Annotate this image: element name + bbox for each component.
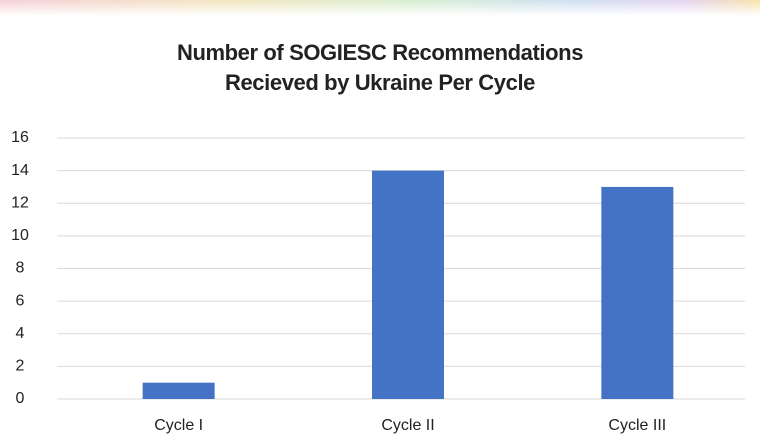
y-tick-label: 16 (11, 129, 29, 146)
x-tick-label: Cycle II (381, 417, 434, 434)
decor-fade (0, 0, 760, 16)
x-tick-label: Cycle I (154, 417, 203, 434)
y-tick-label: 2 (16, 358, 25, 375)
y-tick-label: 12 (11, 194, 29, 211)
y-tick-label: 0 (16, 390, 25, 407)
y-tick-label: 6 (16, 292, 25, 309)
x-tick-label: Cycle III (608, 417, 666, 434)
y-tick-label: 4 (16, 325, 25, 342)
bar (601, 186, 674, 399)
y-tick-label: 14 (11, 162, 29, 179)
bar (372, 170, 444, 399)
chart-title: Number of SOGIESC Recommendations Reciev… (176, 40, 584, 95)
y-tick-label: 10 (11, 227, 29, 244)
y-tick-label: 8 (16, 260, 25, 277)
bar (142, 382, 215, 399)
